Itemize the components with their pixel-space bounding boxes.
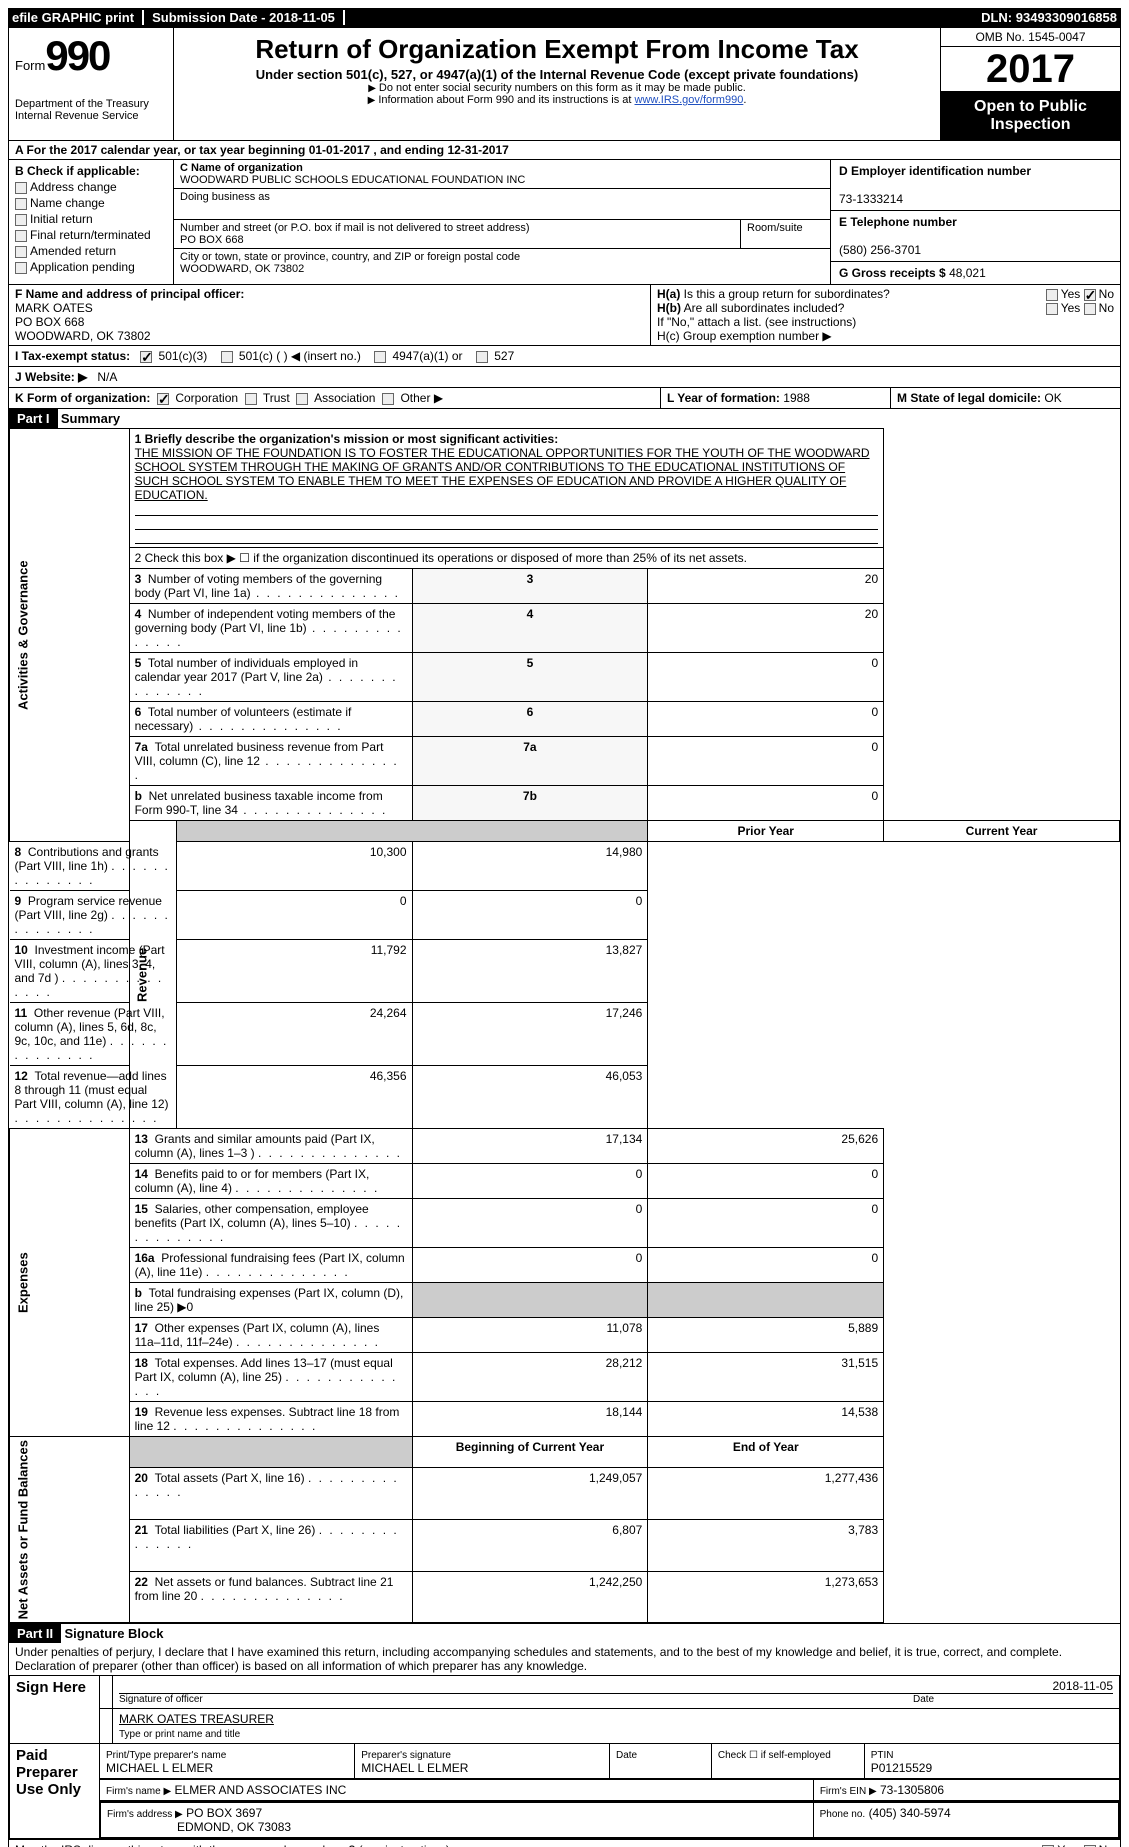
city: WOODWARD, OK 73802 bbox=[180, 263, 304, 275]
data-row: 16a Professional fundraising fees (Part … bbox=[10, 1248, 1120, 1283]
gov-row: b Net unrelated business taxable income … bbox=[10, 786, 1120, 821]
cb-name-change[interactable]: Name change bbox=[15, 196, 167, 210]
mission-text: THE MISSION OF THE FOUNDATION IS TO FOST… bbox=[135, 446, 870, 502]
cb-amended[interactable]: Amended return bbox=[15, 244, 167, 258]
submission-seg: Submission Date - 2018-11-05 bbox=[144, 10, 345, 25]
gross-receipts: 48,021 bbox=[949, 266, 986, 280]
side-exp: Expenses bbox=[10, 1129, 130, 1437]
phone: (580) 256-3701 bbox=[839, 243, 921, 257]
row-i: I Tax-exempt status: 501(c)(3) 501(c) ( … bbox=[8, 346, 1121, 367]
row-j: J Website: ▶ N/A bbox=[8, 367, 1121, 388]
header-left: Form990 Department of the Treasury Inter… bbox=[9, 28, 174, 140]
top-bar: efile GRAPHIC print Submission Date - 20… bbox=[8, 8, 1121, 27]
ein: 73-1333214 bbox=[839, 192, 903, 206]
data-row: b Total fundraising expenses (Part IX, c… bbox=[10, 1283, 1120, 1318]
signature-table: Sign Here 2018-11-05 Signature of office… bbox=[9, 1675, 1120, 1839]
section-bcde: B Check if applicable: Address change Na… bbox=[8, 160, 1121, 285]
section-fh: F Name and address of principal officer:… bbox=[8, 285, 1121, 346]
gov-row: 5 Total number of individuals employed i… bbox=[10, 653, 1120, 702]
col-c: C Name of organization WOODWARD PUBLIC S… bbox=[174, 160, 830, 284]
gov-row: 4 Number of independent voting members o… bbox=[10, 604, 1120, 653]
data-row: 22 Net assets or fund balances. Subtract… bbox=[10, 1571, 1120, 1623]
cb-initial-return[interactable]: Initial return bbox=[15, 212, 167, 226]
data-row: 20 Total assets (Part X, line 16) 1,249,… bbox=[10, 1468, 1120, 1520]
row-a: A For the 2017 calendar year, or tax yea… bbox=[8, 141, 1121, 160]
part1: Part I Summary Activities & Governance 1… bbox=[8, 409, 1121, 1624]
header-right: OMB No. 1545-0047 2017 Open to Public In… bbox=[940, 28, 1120, 140]
data-row: 13 Grants and similar amounts paid (Part… bbox=[10, 1129, 1120, 1164]
gov-row: 3 Number of voting members of the govern… bbox=[10, 569, 1120, 604]
part2: Part II Signature Block Under penalties … bbox=[8, 1624, 1121, 1847]
row-k: K Form of organization: Corporation Trus… bbox=[8, 388, 1121, 409]
cb-address-change[interactable]: Address change bbox=[15, 180, 167, 194]
data-row: 15 Salaries, other compensation, employe… bbox=[10, 1199, 1120, 1248]
cb-app-pending[interactable]: Application pending bbox=[15, 260, 167, 274]
form-header: Form990 Department of the Treasury Inter… bbox=[8, 27, 1121, 141]
side-gov: Activities & Governance bbox=[10, 429, 130, 842]
street: PO BOX 668 bbox=[180, 234, 244, 246]
data-row: 14 Benefits paid to or for members (Part… bbox=[10, 1164, 1120, 1199]
data-row: 18 Total expenses. Add lines 13–17 (must… bbox=[10, 1353, 1120, 1402]
data-row: 21 Total liabilities (Part X, line 26) 6… bbox=[10, 1519, 1120, 1571]
side-net: Net Assets or Fund Balances bbox=[10, 1437, 130, 1623]
data-row: 17 Other expenses (Part IX, column (A), … bbox=[10, 1318, 1120, 1353]
irs-link[interactable]: www.IRS.gov/form990 bbox=[635, 94, 744, 106]
gov-row: 6 Total number of volunteers (estimate i… bbox=[10, 702, 1120, 737]
part1-table: Activities & Governance 1 Briefly descri… bbox=[9, 428, 1120, 1623]
data-row: 19 Revenue less expenses. Subtract line … bbox=[10, 1402, 1120, 1437]
col-h: H(a) Is this a group return for subordin… bbox=[650, 285, 1120, 345]
side-rev: Revenue bbox=[129, 821, 176, 1129]
col-f: F Name and address of principal officer:… bbox=[9, 285, 650, 345]
org-name: WOODWARD PUBLIC SCHOOLS EDUCATIONAL FOUN… bbox=[180, 174, 525, 186]
dln-seg: DLN: 93493309016858 bbox=[981, 10, 1117, 25]
cb-final-return[interactable]: Final return/terminated bbox=[15, 228, 167, 242]
form-title: Return of Organization Exempt From Incom… bbox=[184, 34, 930, 65]
col-de: D Employer identification number 73-1333… bbox=[830, 160, 1120, 284]
col-b: B Check if applicable: Address change Na… bbox=[9, 160, 174, 284]
efile-label: efile GRAPHIC print bbox=[12, 10, 144, 25]
gov-row: 7a Total unrelated business revenue from… bbox=[10, 737, 1120, 786]
header-mid: Return of Organization Exempt From Incom… bbox=[174, 28, 940, 140]
